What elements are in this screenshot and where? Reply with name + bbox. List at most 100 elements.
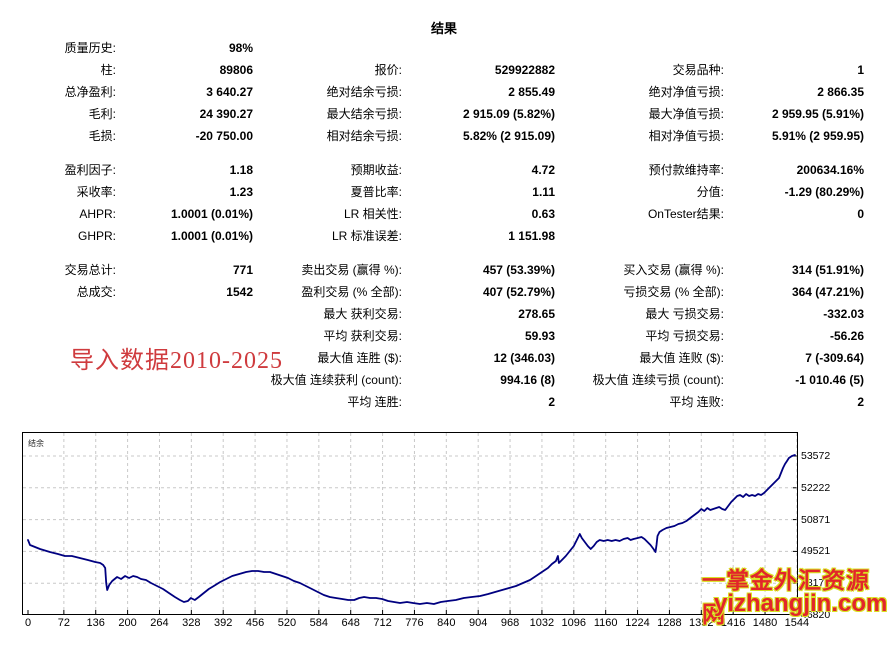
x-axis-label: 584 xyxy=(309,617,328,629)
stat-value: 2 xyxy=(548,395,555,409)
x-axis-label: 1352 xyxy=(689,617,714,629)
stat-value: 1.18 xyxy=(229,163,253,177)
stat-value: -332.03 xyxy=(823,307,864,321)
stat-value: 364 (47.21%) xyxy=(791,285,864,299)
stat-label: 极大值 连续亏损 (count): xyxy=(592,373,724,387)
stat-value: 278.65 xyxy=(518,307,555,321)
x-axis-label: 712 xyxy=(373,617,392,629)
stats-section: 卖出交易 (赢得 %): 457 (53.39%) 盈利交易 (% 全部): 407 … xyxy=(240,259,555,413)
y-axis-label: 50871 xyxy=(801,513,831,526)
stats-section: 盈利因子: 1.18 采收率: 1.23 AHPR: 1.0001 (0.01%) GHPR… xyxy=(28,159,253,247)
stat-value: 2 959.95 (5.91%) xyxy=(771,107,864,121)
stat-row: LR 相关性: 0.63 xyxy=(240,203,555,225)
stat-row: 总成交: 1542 xyxy=(28,281,253,303)
stat-value: 407 (52.79%) xyxy=(482,285,555,299)
x-axis-label: 200 xyxy=(118,617,137,629)
stat-label: 极大值 连续获利 (count): xyxy=(270,373,402,387)
stat-row: 平均 获利交易: 59.93 xyxy=(240,325,555,347)
stat-row: 毛利: 24 390.27 xyxy=(28,103,253,125)
stat-row: AHPR: 1.0001 (0.01%) xyxy=(28,203,253,225)
stat-value: 89806 xyxy=(219,63,253,77)
stat-value: 200634.16% xyxy=(796,163,864,177)
stat-label: LR 相关性: xyxy=(343,207,402,221)
stat-label: 盈利交易 (% 全部): xyxy=(301,285,402,299)
stat-value: 98% xyxy=(228,41,253,55)
x-axis-label: 648 xyxy=(341,617,360,629)
stat-value: 1 xyxy=(857,63,864,77)
stat-label: 最大结余亏损: xyxy=(326,107,402,121)
stat-row: 采收率: 1.23 xyxy=(28,181,253,203)
stat-value: 1 151.98 xyxy=(508,229,555,243)
stat-value: 2 866.35 xyxy=(817,85,864,99)
stat-value: 59.93 xyxy=(524,329,555,343)
stat-row: 预付款维持率: 200634.16% xyxy=(552,159,864,181)
stat-label: 毛利: xyxy=(88,107,116,121)
balance-curve-line xyxy=(27,454,796,605)
x-axis-label: 904 xyxy=(469,617,488,629)
stat-label: 分值: xyxy=(696,185,724,199)
stat-value: 994.16 (8) xyxy=(500,373,555,387)
balance-chart[interactable]: 结余 xyxy=(22,432,798,615)
stat-label: 预期收益: xyxy=(350,163,402,177)
stat-value: -1.29 (80.29%) xyxy=(784,185,864,199)
stat-label: 相对净值亏损: xyxy=(648,129,724,143)
stat-row: OnTester结果: 0 xyxy=(552,203,864,225)
x-axis-label: 264 xyxy=(150,617,169,629)
stat-value: 2 915.09 (5.82%) xyxy=(462,107,555,121)
stat-row: GHPR: 1.0001 (0.01%) xyxy=(28,225,253,247)
stat-row: 最大净值亏损: 2 959.95 (5.91%) xyxy=(552,103,864,125)
stat-row: 质量历史: 98% xyxy=(28,37,253,59)
stat-row: 交易总计: 771 xyxy=(28,259,253,281)
stat-row: 最大值 连败 ($): 7 (-309.64) xyxy=(552,347,864,369)
stat-label: 平均 连胜: xyxy=(347,395,402,409)
stat-row: 最大结余亏损: 2 915.09 (5.82%) xyxy=(240,103,555,125)
chart-series-label: 结余 xyxy=(28,439,44,448)
stat-row: 绝对结余亏损: 2 855.49 xyxy=(240,81,555,103)
stat-value: 1542 xyxy=(226,285,253,299)
stat-row: 相对结余亏损: 5.82% (2 915.09) xyxy=(240,125,555,147)
stat-label: 交易品种: xyxy=(672,63,724,77)
stat-row: 极大值 连续亏损 (count): -1 010.46 (5) xyxy=(552,369,864,391)
stats-section: 买入交易 (赢得 %): 314 (51.91%) 亏损交易 (% 全部): 364 … xyxy=(552,259,864,413)
stat-value: 771 xyxy=(232,263,253,277)
stat-value: -56.26 xyxy=(829,329,864,343)
stats-section: 交易总计: 771 总成交: 1542 xyxy=(28,259,253,303)
y-axis-label: 53572 xyxy=(801,450,831,462)
stat-label: 总净盈利: xyxy=(64,85,116,99)
stat-label: 总成交: xyxy=(76,285,116,299)
stat-value: 0 xyxy=(857,207,864,221)
x-axis-label: 968 xyxy=(500,617,520,629)
x-axis-label: 1160 xyxy=(593,617,618,629)
stat-value: 12 (346.03) xyxy=(493,351,555,365)
stat-label: 平均 连败: xyxy=(669,395,724,409)
balance-curve-svg xyxy=(23,433,797,614)
stat-label: 盈利因子: xyxy=(64,163,116,177)
imported-data-note: 导入数据2010-2025 xyxy=(70,348,283,374)
stats-section: 预付款维持率: 200634.16% 分值: -1.29 (80.29%) OnTest… xyxy=(552,159,864,225)
stat-label: AHPR: xyxy=(79,207,116,221)
stat-label: 相对结余亏损: xyxy=(326,129,402,143)
x-axis-label: 1032 xyxy=(529,617,555,629)
y-axis-label: 52222 xyxy=(801,481,831,494)
stat-row: 最大 获利交易: 278.65 xyxy=(240,303,555,325)
stat-row: 最大值 连胜 ($): 12 (346.03) xyxy=(240,347,555,369)
stat-row: 卖出交易 (赢得 %): 457 (53.39%) xyxy=(240,259,555,281)
stat-value: -1 010.46 (5) xyxy=(795,373,864,387)
stat-row: 柱: 89806 xyxy=(28,59,253,81)
x-axis-label: 840 xyxy=(437,617,456,629)
stat-value: 529922882 xyxy=(494,63,555,77)
x-axis-label: 392 xyxy=(214,617,233,629)
stat-label: 最大 亏损交易: xyxy=(645,307,724,321)
x-axis-label: 1544 xyxy=(784,617,810,629)
stat-label: 亏损交易 (% 全部): xyxy=(623,285,724,299)
stat-value: 0.63 xyxy=(531,207,555,221)
x-axis-label: 328 xyxy=(182,617,201,629)
stat-row: 报价: 529922882 xyxy=(240,59,555,81)
stat-label: 报价: xyxy=(374,63,402,77)
stat-value: 7 (-309.64) xyxy=(805,351,864,365)
y-axis-label: 46820 xyxy=(801,608,831,621)
stat-row: 交易品种: 1 xyxy=(552,59,864,81)
stat-label: OnTester结果: xyxy=(647,207,724,221)
stat-value: 24 390.27 xyxy=(199,107,253,121)
stat-value: 5.82% (2 915.09) xyxy=(462,129,555,143)
